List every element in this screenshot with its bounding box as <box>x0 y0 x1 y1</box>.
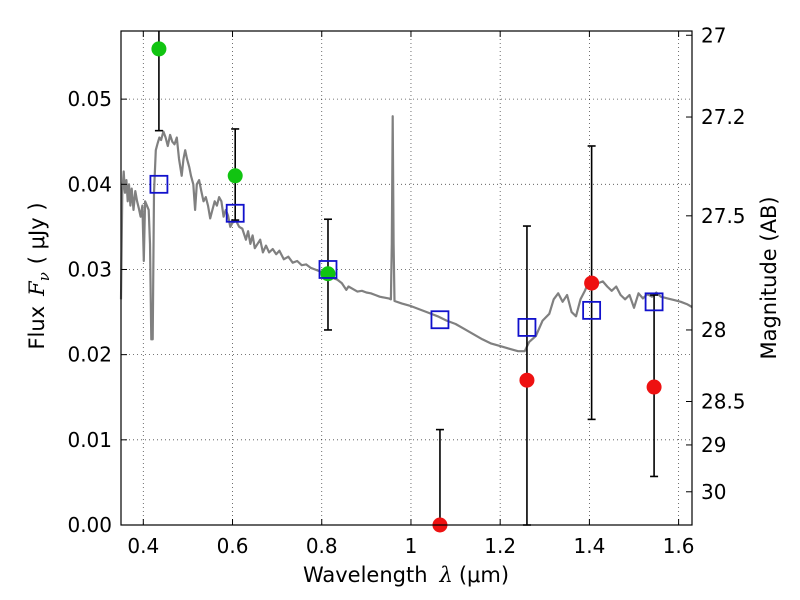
green-flux-point <box>320 266 336 282</box>
y2-tick-label: 28 <box>701 318 726 342</box>
y-axis-label-symbol: F <box>25 280 49 297</box>
y2-tick-label: 29 <box>701 433 726 457</box>
red-flux-point <box>646 379 662 395</box>
x-axis-label-prefix: Wavelength <box>303 563 428 587</box>
model-sed-line <box>119 115 693 353</box>
y2-tick-label: 27.5 <box>701 204 746 228</box>
model-flux-square <box>225 203 245 223</box>
y-axis-label: Flux Fν ( μJy ) <box>25 202 53 349</box>
y-axis-label-subscript: ν <box>35 272 53 281</box>
y-tick-label: 0.01 <box>67 428 112 452</box>
plot-frame <box>120 30 693 526</box>
y2-axis-label: Magnitude (AB) <box>757 196 781 359</box>
model-flux-square <box>149 174 169 194</box>
x-tick-label: 0.4 <box>127 534 159 558</box>
y-axis-label-unit: ( μJy ) <box>25 202 49 264</box>
y-tick-label: 0.00 <box>67 513 112 537</box>
green-flux-point <box>227 168 243 184</box>
y-tick-label: 0.05 <box>67 87 112 111</box>
y-tick-label: 0.02 <box>67 343 112 367</box>
x-axis-ticks: 0.4 0.6 0.8 1 1.2 1.4 1.6 <box>127 31 695 558</box>
y-axis-ticks: 0.00 0.01 0.02 0.03 0.04 0.05 <box>67 87 127 537</box>
model-flux-square <box>644 292 664 312</box>
y-tick-label: 0.03 <box>67 257 112 281</box>
x-tick-label: 1.2 <box>484 534 516 558</box>
y2-axis-ticks: 27 27.2 27.5 28 28.5 29 30 <box>686 23 746 504</box>
green-flux-point <box>151 41 167 57</box>
y2-tick-label: 27.2 <box>701 105 746 129</box>
x-tick-label: 1.4 <box>573 534 605 558</box>
y2-tick-label: 27 <box>701 23 726 47</box>
model-flux-square <box>517 317 537 337</box>
red-flux-point <box>584 275 600 291</box>
y2-tick-label: 30 <box>701 480 726 504</box>
model-sed-group <box>119 115 693 353</box>
x-axis-label-unit: (μm) <box>459 563 509 587</box>
y2-tick-label: 28.5 <box>701 390 746 414</box>
model-flux-square <box>318 260 338 279</box>
model-flux-square <box>430 310 450 330</box>
data-points-group <box>149 31 664 533</box>
x-tick-label: 1 <box>405 534 418 558</box>
red-flux-point <box>519 372 535 388</box>
x-axis-label: Wavelength λ (μm) <box>303 563 509 587</box>
x-axis-label-symbol: λ <box>439 563 453 587</box>
x-tick-label: 0.6 <box>217 534 249 558</box>
model-flux-square <box>582 300 602 320</box>
x-tick-label: 0.8 <box>306 534 338 558</box>
y-axis-label-prefix: Flux <box>25 306 49 350</box>
x-tick-label: 1.6 <box>663 534 695 558</box>
y-tick-label: 0.04 <box>67 172 112 196</box>
